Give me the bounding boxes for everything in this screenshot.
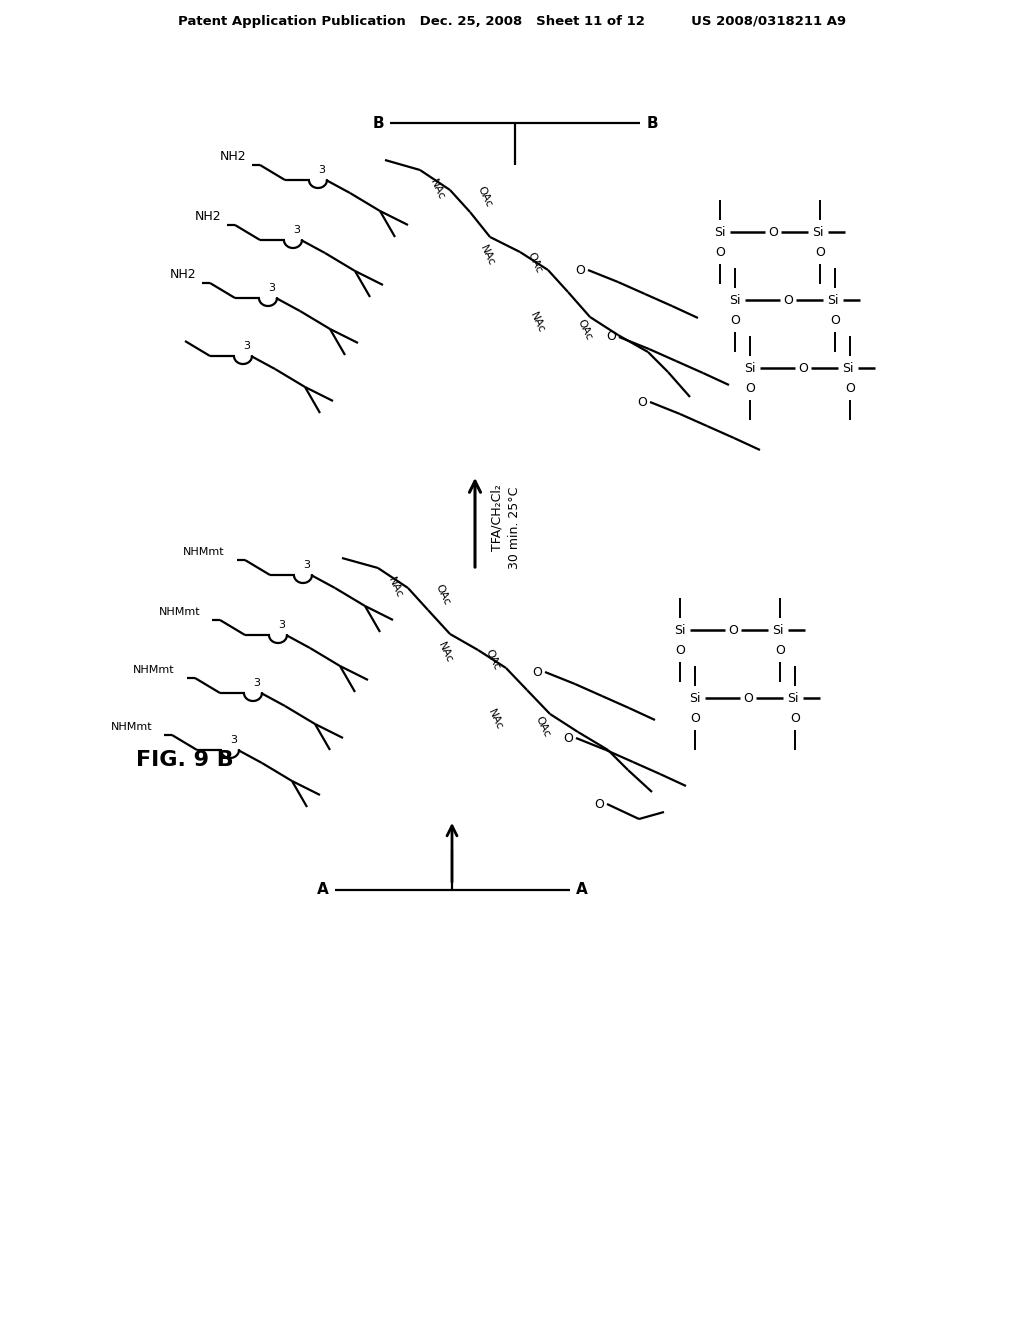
Text: Si: Si bbox=[787, 692, 799, 705]
Text: OAc: OAc bbox=[483, 648, 502, 672]
Text: O: O bbox=[606, 330, 616, 343]
Text: O: O bbox=[743, 692, 753, 705]
Text: Si: Si bbox=[744, 362, 756, 375]
Text: 3: 3 bbox=[230, 735, 238, 744]
Text: Si: Si bbox=[729, 293, 740, 306]
Text: 3: 3 bbox=[294, 224, 300, 235]
Text: 3: 3 bbox=[254, 678, 260, 688]
Text: Si: Si bbox=[689, 692, 700, 705]
Text: O: O bbox=[791, 711, 800, 725]
Text: NH2: NH2 bbox=[219, 150, 246, 164]
Text: 30 min. 25°C: 30 min. 25°C bbox=[509, 487, 521, 569]
Text: NHMmt: NHMmt bbox=[183, 546, 225, 557]
Text: OAc: OAc bbox=[575, 318, 594, 342]
Text: NHMmt: NHMmt bbox=[111, 722, 152, 733]
Text: NHMmt: NHMmt bbox=[159, 607, 200, 616]
Text: NH2: NH2 bbox=[195, 210, 221, 223]
Text: OAc: OAc bbox=[534, 715, 552, 739]
Text: NAc: NAc bbox=[386, 576, 404, 601]
Text: O: O bbox=[690, 711, 700, 725]
Text: 3: 3 bbox=[279, 620, 286, 630]
Text: Si: Si bbox=[715, 226, 726, 239]
Text: Si: Si bbox=[827, 293, 839, 306]
Text: NHMmt: NHMmt bbox=[133, 665, 175, 675]
Text: NAc: NAc bbox=[428, 178, 446, 202]
Text: O: O bbox=[575, 264, 585, 276]
Text: NAc: NAc bbox=[436, 642, 455, 665]
Text: O: O bbox=[594, 797, 604, 810]
Text: Si: Si bbox=[772, 623, 783, 636]
Text: TFA/CH₂Cl₂: TFA/CH₂Cl₂ bbox=[490, 484, 504, 552]
Text: OAc: OAc bbox=[434, 583, 453, 607]
Text: O: O bbox=[783, 293, 793, 306]
Text: O: O bbox=[715, 246, 725, 259]
Text: O: O bbox=[532, 665, 542, 678]
Text: O: O bbox=[830, 314, 840, 326]
Text: 3: 3 bbox=[318, 165, 326, 176]
Text: O: O bbox=[675, 644, 685, 656]
Text: O: O bbox=[798, 362, 808, 375]
Text: NAc: NAc bbox=[485, 708, 504, 733]
Text: NAc: NAc bbox=[478, 244, 497, 268]
Text: Si: Si bbox=[812, 226, 823, 239]
Text: FIG. 9 B: FIG. 9 B bbox=[136, 750, 233, 770]
Text: O: O bbox=[815, 246, 825, 259]
Text: B: B bbox=[372, 116, 384, 131]
Text: 3: 3 bbox=[268, 282, 275, 293]
Text: Si: Si bbox=[843, 362, 854, 375]
Text: O: O bbox=[563, 731, 573, 744]
Text: 3: 3 bbox=[244, 341, 251, 351]
Text: O: O bbox=[745, 381, 755, 395]
Text: OAc: OAc bbox=[476, 185, 495, 209]
Text: B: B bbox=[646, 116, 657, 131]
Text: A: A bbox=[577, 883, 588, 898]
Text: O: O bbox=[845, 381, 855, 395]
Text: NH2: NH2 bbox=[169, 268, 196, 281]
Text: O: O bbox=[637, 396, 647, 408]
Text: Patent Application Publication   Dec. 25, 2008   Sheet 11 of 12          US 2008: Patent Application Publication Dec. 25, … bbox=[178, 16, 846, 29]
Text: O: O bbox=[775, 644, 785, 656]
Text: O: O bbox=[730, 314, 740, 326]
Text: NAc: NAc bbox=[527, 312, 546, 335]
Text: Si: Si bbox=[674, 623, 686, 636]
Text: A: A bbox=[317, 883, 329, 898]
Text: 3: 3 bbox=[303, 560, 310, 570]
Text: O: O bbox=[768, 226, 778, 239]
Text: O: O bbox=[728, 623, 738, 636]
Text: OAc: OAc bbox=[525, 251, 544, 275]
